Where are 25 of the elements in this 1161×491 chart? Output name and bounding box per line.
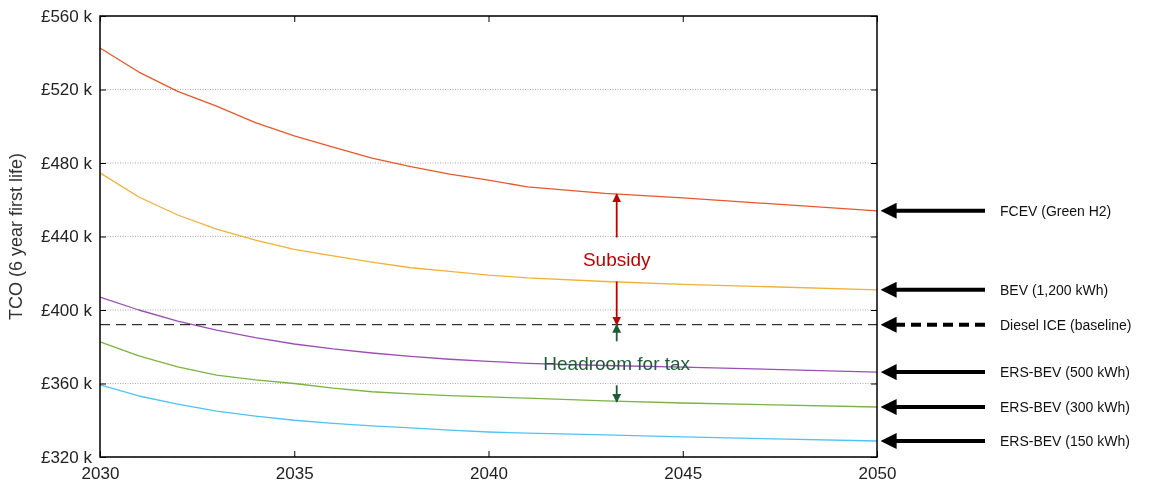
text: ERS-BEV (150 kWh) xyxy=(1000,432,1130,449)
y-tick-label: £440 k xyxy=(40,227,93,247)
line-series xyxy=(99,341,878,408)
text: ERS-BEV (300 kWh) xyxy=(1000,398,1130,415)
annotation: Subsidy xyxy=(582,249,651,271)
line-series xyxy=(99,384,878,442)
text: ERS-BEV (500 kWh) xyxy=(1000,364,1130,381)
line-series xyxy=(99,172,878,291)
text: BEV (1,200 kWh) xyxy=(1000,281,1109,298)
y-tick-label: £480 k xyxy=(40,153,93,173)
y-tick-label: £400 k xyxy=(40,300,93,320)
text: FCEV (Green H2) xyxy=(1000,202,1112,219)
x-tick-label: 2045 xyxy=(664,464,703,484)
line-series xyxy=(99,47,878,212)
x-tick-label: 2040 xyxy=(470,464,508,484)
x-tick-label: 2050 xyxy=(858,464,897,484)
x-tick-label: 2035 xyxy=(275,464,314,484)
line-series xyxy=(99,296,878,373)
y-tick-label: £360 k xyxy=(40,374,93,394)
x-tick-label: 2030 xyxy=(81,464,120,484)
y-axis-title: TCO (6 year first life) xyxy=(6,152,26,321)
y-tick-label: £560 k xyxy=(40,6,93,26)
y-tick-label: £320 k xyxy=(40,447,93,467)
text: Diesel ICE (baseline) xyxy=(1000,316,1132,333)
y-tick-label: £520 k xyxy=(40,80,93,100)
